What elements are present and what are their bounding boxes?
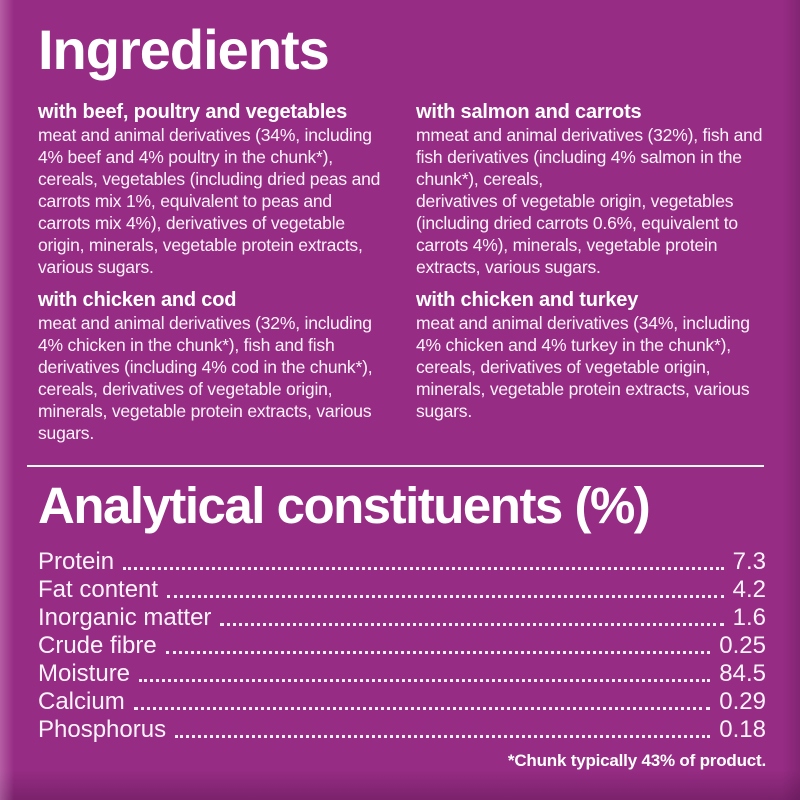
analytical-heading: Analytical constituents (%) xyxy=(38,477,651,534)
constituent-value: 4.2 xyxy=(732,575,766,603)
constituent-label: Inorganic matter xyxy=(38,603,212,631)
constituent-label: Protein xyxy=(38,547,115,575)
analytical-row-crude-fibre: Crude fibre 0.25 xyxy=(38,632,766,660)
ingredients-columns: with beef, poultry and vegetables meat a… xyxy=(38,100,766,444)
analytical-row-protein: Protein 7.3 xyxy=(38,548,766,576)
constituent-value: 84.5 xyxy=(719,659,766,687)
dot-leader xyxy=(165,632,711,654)
constituent-value: 7.3 xyxy=(732,547,766,575)
variant-ingredients-text: meat and animal derivatives (32%, includ… xyxy=(38,313,373,443)
dot-leader xyxy=(175,716,711,738)
ingredients-heading: Ingredients xyxy=(38,18,330,81)
constituent-value: 1.6 xyxy=(732,603,766,631)
variant-name: with chicken and turkey xyxy=(416,289,639,311)
analytical-row-fat-content: Fat content 4.2 xyxy=(38,576,766,604)
section-divider xyxy=(27,465,764,467)
chunk-footnote: *Chunk typically 43% of product. xyxy=(507,750,766,770)
constituent-label: Moisture xyxy=(38,659,131,687)
variant-name: with beef, poultry and vegetables xyxy=(38,101,348,123)
ingredient-variant-salmon-carrots: with salmon and carrots mmeat and animal… xyxy=(416,100,766,278)
analytical-section: Analytical constituents (%) Protein 7.3 … xyxy=(38,479,766,771)
constituent-label: Crude fibre xyxy=(38,631,157,659)
dot-leader xyxy=(123,548,724,570)
variant-ingredients-text: meat and animal derivatives (34%, includ… xyxy=(38,125,381,277)
constituent-label: Calcium xyxy=(38,687,125,715)
constituent-value: 0.29 xyxy=(719,687,766,715)
dot-leader xyxy=(139,660,711,682)
variant-name: with chicken and cod xyxy=(38,289,237,311)
constituent-label: Fat content xyxy=(38,575,159,603)
ingredient-variant-chicken-cod: with chicken and cod meat and animal der… xyxy=(38,288,388,444)
analytical-row-phosphorus: Phosphorus 0.18 xyxy=(38,716,766,744)
variant-ingredients-text: meat and animal derivatives (34%, includ… xyxy=(416,313,750,421)
dot-leader xyxy=(220,604,724,626)
variant-name: with salmon and carrots xyxy=(416,101,642,123)
analytical-row-calcium: Calcium 0.29 xyxy=(38,688,766,716)
ingredients-column-right: with salmon and carrots mmeat and animal… xyxy=(416,100,766,444)
analytical-row-inorganic-matter: Inorganic matter 1.6 xyxy=(38,604,766,632)
ingredient-variant-beef-poultry-vegetables: with beef, poultry and vegetables meat a… xyxy=(38,100,388,278)
dot-leader xyxy=(133,688,711,710)
constituent-value: 0.25 xyxy=(719,631,766,659)
analytical-table: Protein 7.3 Fat content 4.2 Inorganic ma… xyxy=(38,548,766,744)
dot-leader xyxy=(167,576,724,598)
ingredients-column-left: with beef, poultry and vegetables meat a… xyxy=(38,100,388,444)
analytical-row-moisture: Moisture 84.5 xyxy=(38,660,766,688)
variant-ingredients-text: mmeat and animal derivatives (32%), fish… xyxy=(416,125,763,277)
constituent-value: 0.18 xyxy=(719,715,766,743)
constituent-label: Phosphorus xyxy=(38,715,167,743)
ingredients-section: Ingredients with beef, poultry and veget… xyxy=(38,22,766,444)
ingredient-variant-chicken-turkey: with chicken and turkey meat and animal … xyxy=(416,288,766,422)
